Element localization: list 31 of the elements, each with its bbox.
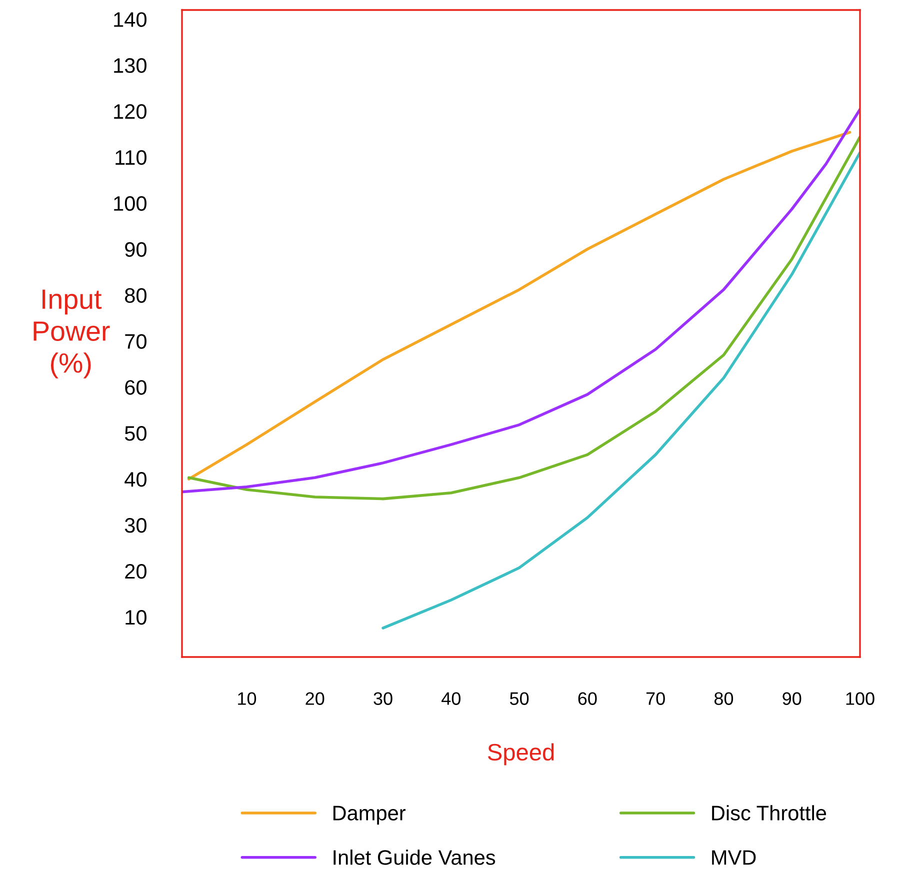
y-tick-label: 90 [125, 242, 146, 257]
y-tick-label: 40 [124, 472, 146, 487]
x-tick-label: 50 [510, 692, 529, 705]
y-tick-label: 10 [126, 610, 146, 625]
y-tick-label: 140 [114, 12, 146, 27]
legend-label: Inlet Guide Vanes [334, 850, 496, 865]
legend-label: MVD [712, 850, 756, 865]
legend-label: Disc Throttle [712, 805, 826, 820]
x-tick-label: 30 [374, 692, 392, 705]
x-tick-label: 90 [782, 692, 802, 705]
y-tick-label: 50 [124, 426, 146, 441]
x-tick-label: 40 [442, 692, 460, 705]
x-axis-title: Speed [488, 743, 554, 766]
x-tick-label: 10 [238, 692, 256, 705]
y-tick-label: 20 [125, 564, 146, 579]
line-series [382, 151, 860, 630]
y-tick-label: 110 [116, 150, 146, 165]
x-tick-label: 60 [578, 692, 597, 705]
y-tick-label: 120 [114, 104, 146, 119]
x-tick-label: 100 [846, 692, 874, 705]
x-tick-label: 20 [306, 692, 324, 705]
legend-label: Damper [333, 806, 406, 825]
y-tick-label: 60 [125, 380, 146, 395]
y-tick-label: 80 [125, 288, 146, 303]
x-tick-label: 80 [714, 692, 734, 705]
y-tick-label: 130 [114, 58, 146, 73]
x-tick-label: 70 [646, 692, 665, 705]
y-tick-label: 100 [114, 196, 146, 211]
y-tick-label: 70 [125, 334, 146, 349]
y-axis-title: Input Power (%) [34, 290, 110, 378]
y-tick-label: 30 [124, 518, 146, 533]
